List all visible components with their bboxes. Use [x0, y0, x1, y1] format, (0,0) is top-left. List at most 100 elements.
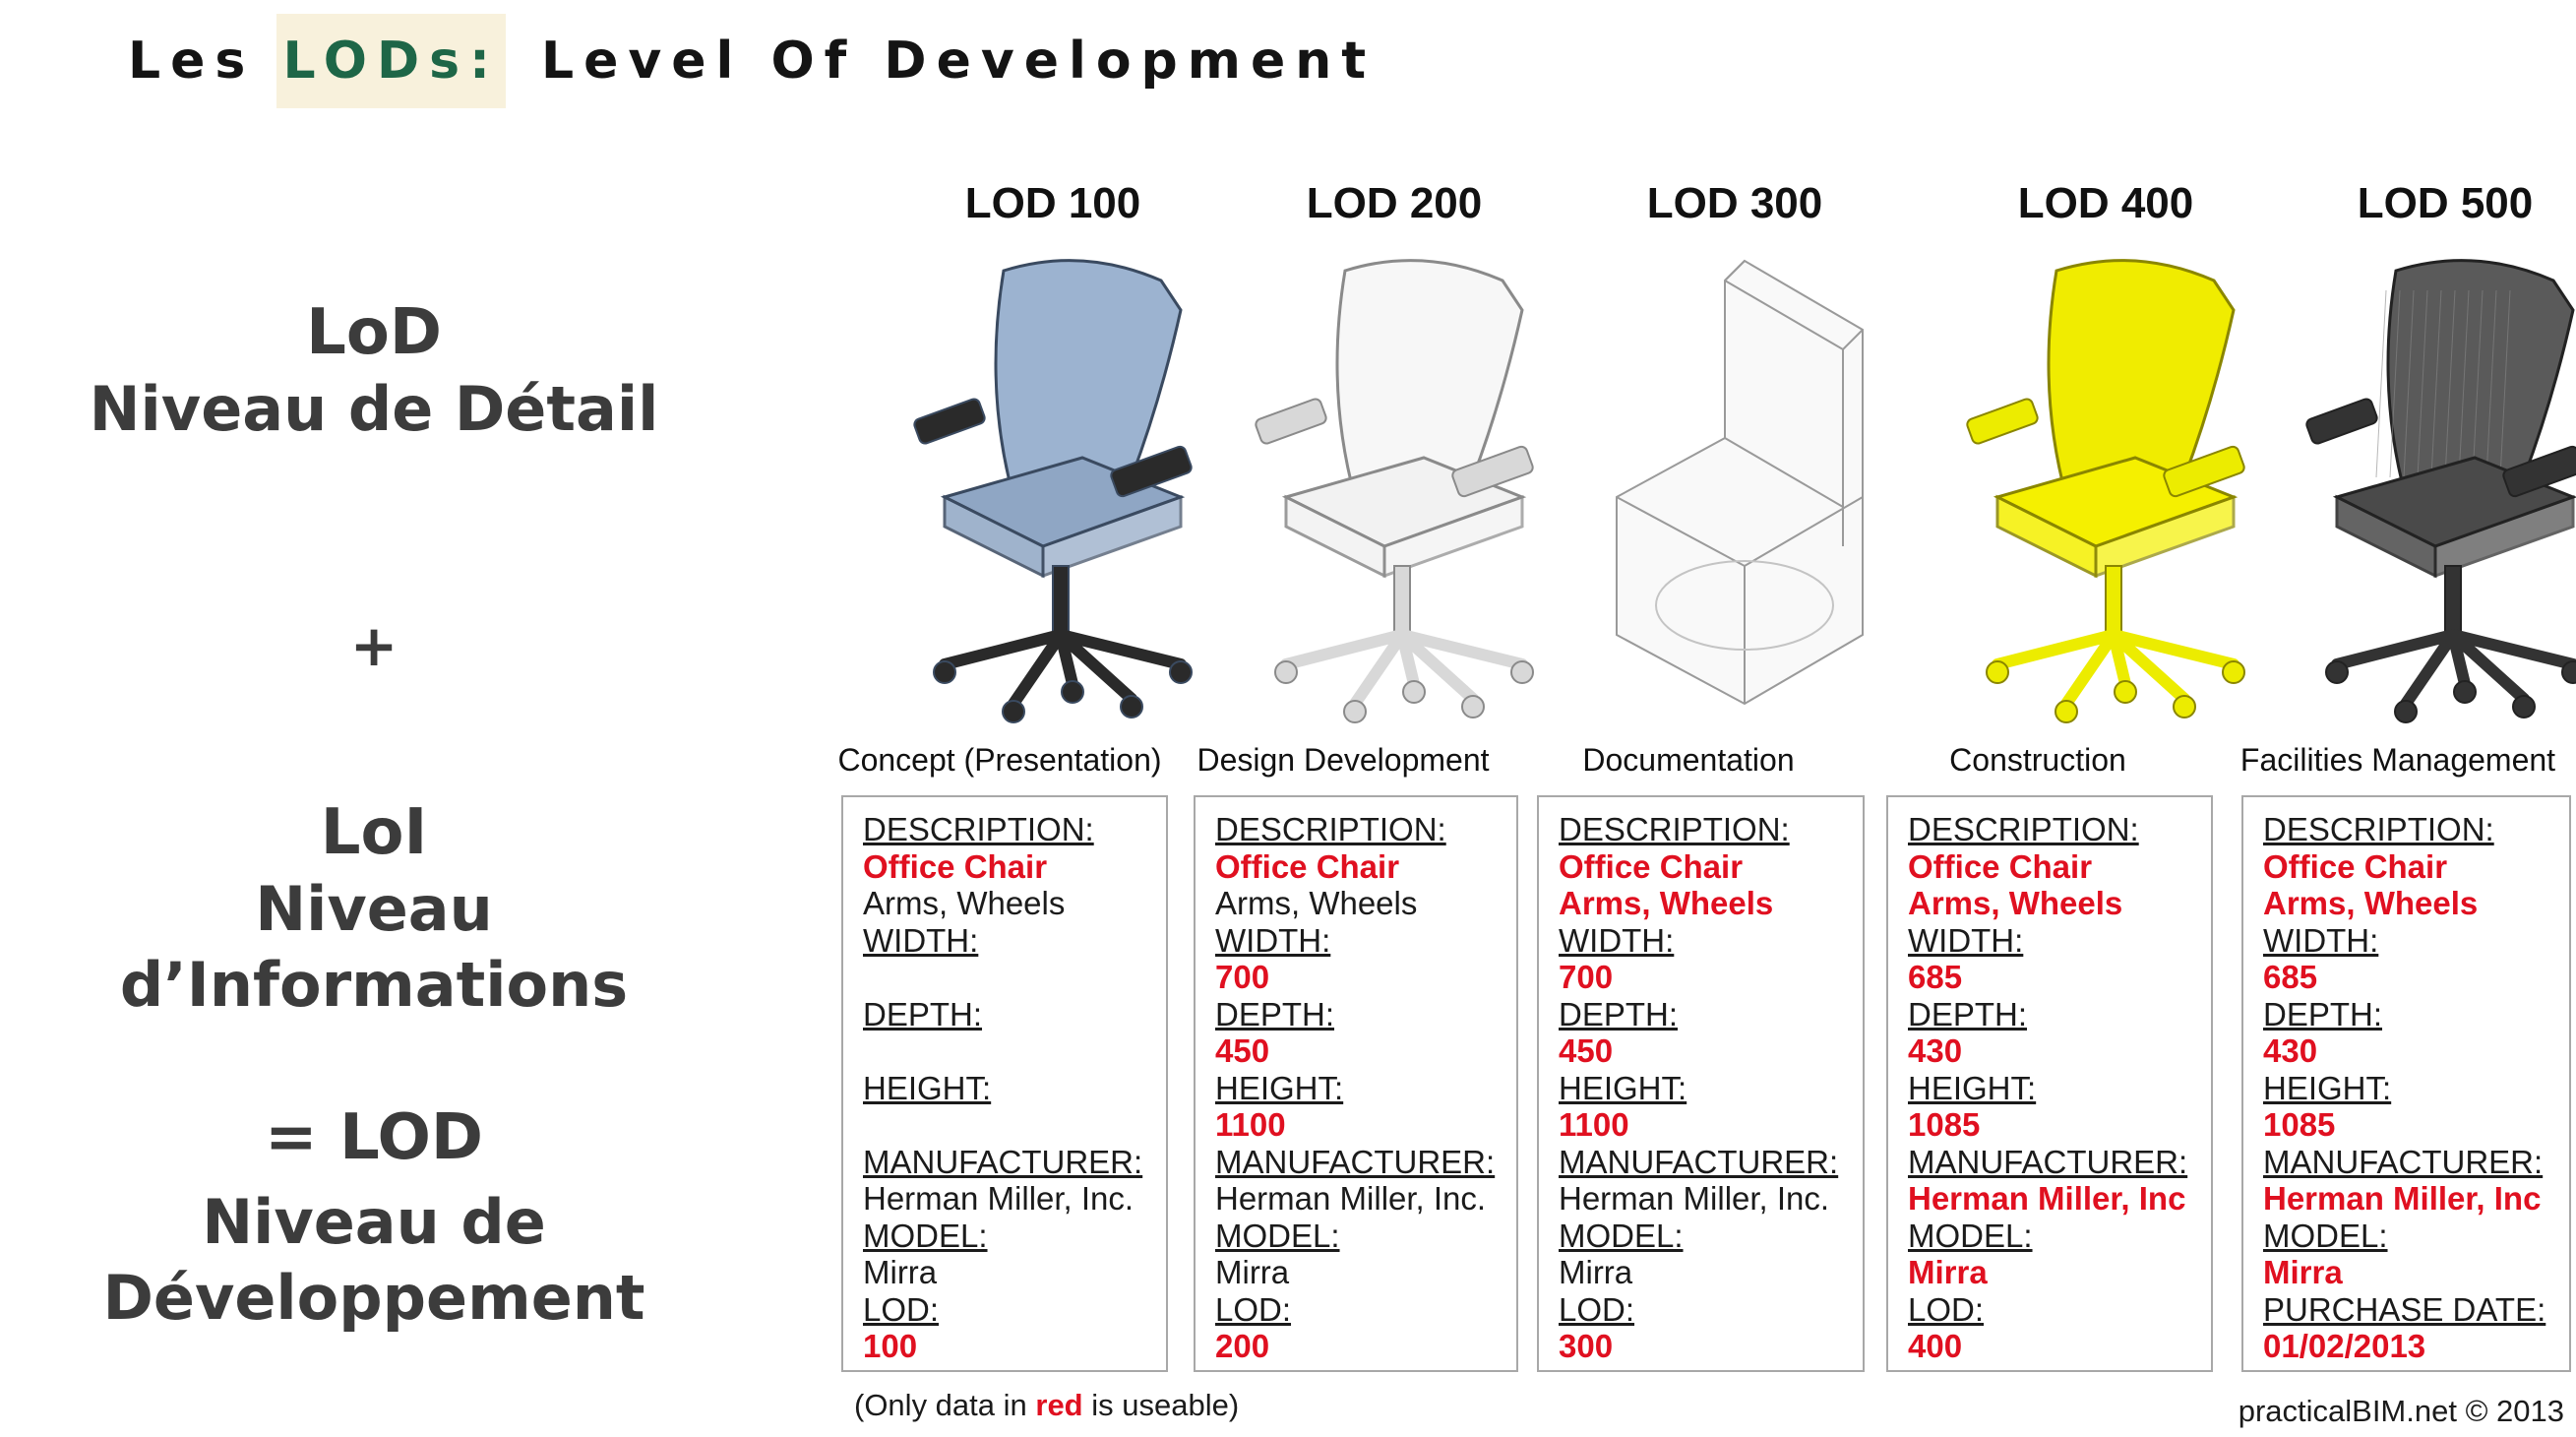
- field-value: Arms, Wheels: [1559, 885, 1774, 921]
- field-label: WIDTH:: [1559, 921, 1675, 959]
- lod-data-card: DESCRIPTION: Office Chair Arms, Wheels WIDT…: [1886, 795, 2213, 1372]
- lod-level-heading: LOD 300: [1646, 179, 1823, 227]
- field-label: LOD:: [1215, 1290, 1292, 1328]
- field-value: Herman Miller, Inc.: [863, 1180, 1135, 1217]
- plus-sign: +: [349, 612, 399, 679]
- field-value: Herman Miller, Inc.: [1559, 1180, 1830, 1217]
- title-highlight: LODs:: [276, 14, 506, 108]
- field-label: MODEL:: [1559, 1217, 1684, 1254]
- loi-heading: LoI: [320, 796, 428, 869]
- field-value: [863, 1106, 1166, 1144]
- title-rest: Level Of Development: [513, 31, 1377, 91]
- office-chair-white-icon: [1255, 259, 1534, 723]
- office-chair-blue-icon: [913, 259, 1193, 723]
- equals-lod-subtitle-1: Niveau de: [202, 1185, 546, 1258]
- field-value: Herman Miller, Inc: [1908, 1180, 2186, 1217]
- field-value: 450: [1559, 1032, 1614, 1069]
- loi-definition: LoI Niveau d’Informations: [0, 795, 748, 1024]
- equals-lod-definition: = LOD Niveau de Développement: [0, 1100, 748, 1337]
- field-value: Mirra: [1215, 1254, 1290, 1290]
- lod-heading: LoD: [306, 296, 442, 369]
- field-value: [863, 1032, 1166, 1070]
- field-label: DEPTH:: [863, 995, 983, 1032]
- field-value: Arms, Wheels: [1908, 885, 2123, 921]
- field-value: 700: [1215, 959, 1270, 995]
- field-value: 1100: [1559, 1106, 1629, 1143]
- field-label: MANUFACTURER:: [863, 1143, 1143, 1180]
- field-value: Office Chair: [1908, 847, 2093, 885]
- field-label: MODEL:: [2263, 1217, 2388, 1254]
- office-chair-yellow-icon: [1966, 259, 2245, 723]
- field-label: DESCRIPTION:: [863, 811, 1094, 847]
- field-label: DESCRIPTION:: [1559, 811, 1790, 847]
- field-label: HEIGHT:: [863, 1069, 992, 1106]
- field-label: DEPTH:: [1215, 995, 1335, 1032]
- lod-level-heading: LOD 100: [964, 179, 1141, 227]
- field-value: 450: [1215, 1032, 1270, 1069]
- lod-data-card: DESCRIPTION: Office Chair Arms, Wheels WIDT…: [2241, 795, 2571, 1372]
- field-value: Arms, Wheels: [1215, 885, 1418, 921]
- field-label: MANUFACTURER:: [1559, 1143, 1839, 1180]
- project-phase-label: Concept (Presentation): [837, 742, 1162, 778]
- field-label: LOD:: [1559, 1290, 1635, 1328]
- office-chair-wireframe-icon: [1616, 259, 1864, 706]
- field-label: MANUFACTURER:: [2263, 1143, 2544, 1180]
- lod-level-heading: LOD 400: [2017, 179, 2194, 227]
- credit-text: practicalBIM.net © 2013: [2238, 1394, 2564, 1428]
- field-value: [863, 959, 1166, 996]
- project-phase-label: Documentation: [1582, 742, 1795, 778]
- field-label: HEIGHT:: [1559, 1069, 1687, 1106]
- footnote-after: is useable): [1082, 1388, 1240, 1422]
- field-value: Arms, Wheels: [2263, 885, 2479, 921]
- field-value: 685: [2263, 959, 2318, 995]
- field-label: MANUFACTURER:: [1908, 1143, 2188, 1180]
- project-phase-label: Facilities Management: [2239, 742, 2556, 778]
- field-label: LOD:: [1908, 1290, 1985, 1328]
- field-label: HEIGHT:: [1215, 1069, 1344, 1106]
- field-value: Office Chair: [1215, 847, 1400, 885]
- lod-data-card: DESCRIPTION: Office Chair Arms, Wheels WIDT…: [1194, 795, 1518, 1372]
- lod-level-heading: LOD 200: [1306, 179, 1483, 227]
- field-label: HEIGHT:: [2263, 1069, 2392, 1106]
- field-value: 300: [1559, 1328, 1614, 1364]
- field-value: 1085: [2263, 1106, 2336, 1143]
- field-label: LOD:: [863, 1290, 940, 1328]
- project-phase-label: Construction: [1949, 742, 2126, 778]
- field-value: Mirra: [863, 1254, 938, 1290]
- field-value: 700: [1559, 959, 1614, 995]
- field-label: DESCRIPTION:: [1908, 811, 2139, 847]
- field-value: Office Chair: [2263, 847, 2448, 885]
- field-value: 400: [1908, 1328, 1963, 1364]
- field-label: PURCHASE DATE:: [2263, 1290, 2546, 1328]
- footnote-before: (Only data in: [854, 1388, 1036, 1422]
- field-label: MODEL:: [1908, 1217, 2033, 1254]
- field-value: 685: [1908, 959, 1963, 995]
- lod-definition: LoD Niveau de Détail: [0, 295, 748, 447]
- lod-level-heading: LOD 500: [2357, 179, 2534, 227]
- field-value: Arms, Wheels: [863, 885, 1066, 921]
- field-value: 1085: [1908, 1106, 1981, 1143]
- field-value: Mirra: [2263, 1254, 2343, 1290]
- field-value: 430: [1908, 1032, 1963, 1069]
- field-value: Office Chair: [1559, 847, 1744, 885]
- equals-lod-heading: = LOD: [265, 1101, 483, 1174]
- lod-data-card: DESCRIPTION: Office Chair Arms, Wheels WIDT…: [841, 795, 1168, 1372]
- footnote: (Only data in red is useable): [854, 1388, 1239, 1423]
- field-value: Mirra: [1908, 1254, 1988, 1290]
- field-value: 200: [1215, 1328, 1270, 1364]
- field-label: DEPTH:: [1908, 995, 2028, 1032]
- field-label: DEPTH:: [2263, 995, 2383, 1032]
- field-value: 01/02/2013: [2263, 1328, 2426, 1364]
- field-label: WIDTH:: [1908, 921, 2024, 959]
- field-value: Herman Miller, Inc.: [1215, 1180, 1487, 1217]
- field-label: DESCRIPTION:: [1215, 811, 1446, 847]
- field-label: DEPTH:: [1559, 995, 1679, 1032]
- project-phase-label: Design Development: [1196, 742, 1490, 778]
- field-label: MODEL:: [863, 1217, 988, 1254]
- lod-subtitle: Niveau de Détail: [89, 372, 659, 445]
- field-label: DESCRIPTION:: [2263, 811, 2494, 847]
- field-label: WIDTH:: [2263, 921, 2379, 959]
- footnote-red-word: red: [1035, 1388, 1083, 1422]
- field-value: 430: [2263, 1032, 2318, 1069]
- office-chair-mesh-icon: [2305, 259, 2576, 723]
